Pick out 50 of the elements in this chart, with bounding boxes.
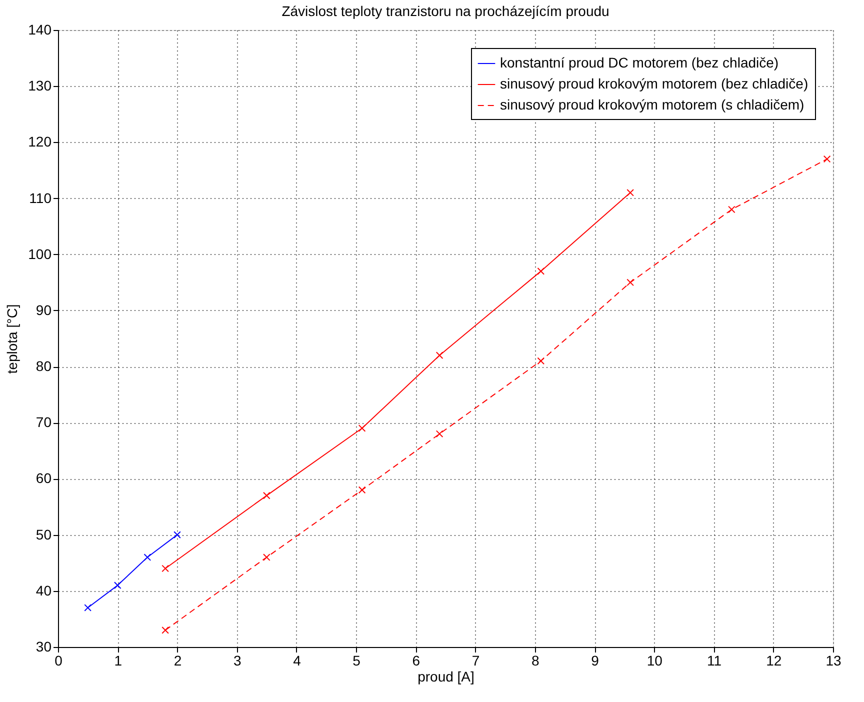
y-tick-label: 30 xyxy=(36,638,52,654)
x-tick-label: 5 xyxy=(352,652,361,668)
x-tick-label: 9 xyxy=(591,652,600,668)
y-tick-label: 110 xyxy=(29,190,52,206)
x-tick-label: 6 xyxy=(412,652,420,668)
point xyxy=(436,352,444,359)
y-tick-label: 60 xyxy=(36,470,52,486)
legend-label: sinusový proud krokovým motorem (s chladičem) xyxy=(500,96,804,112)
point xyxy=(728,206,736,214)
point xyxy=(262,554,270,561)
x-axis-title: proud [A] xyxy=(418,668,474,684)
point xyxy=(162,564,169,572)
y-tick-label: 90 xyxy=(36,302,52,318)
y-tick-label: 100 xyxy=(28,246,52,262)
legend-label: konstantní proud DC motorem (bez chladiče) xyxy=(500,54,779,70)
y-tick-label: 80 xyxy=(36,358,52,374)
point xyxy=(626,189,634,196)
x-tick-label: 7 xyxy=(472,652,480,668)
x-tick-label: 0 xyxy=(54,652,63,668)
y-tick-label: 40 xyxy=(36,582,52,598)
x-tick-label: 4 xyxy=(293,652,302,668)
x-tick-label: 10 xyxy=(646,652,663,668)
point xyxy=(358,486,366,494)
y-tick-label: 70 xyxy=(36,414,52,430)
y-tick-label: 120 xyxy=(28,134,52,150)
point xyxy=(358,424,366,432)
y-tick-label: 50 xyxy=(36,526,52,542)
point xyxy=(174,531,181,538)
x-tick-label: 3 xyxy=(233,652,242,668)
point xyxy=(537,268,545,275)
point xyxy=(144,554,152,561)
point xyxy=(84,604,92,612)
x-tick-label: 8 xyxy=(532,652,540,668)
point xyxy=(436,430,444,438)
x-tick-label: 13 xyxy=(826,652,842,668)
y-axis-title: teplota [°C] xyxy=(4,304,20,374)
point xyxy=(626,278,634,286)
x-tick-label: 1 xyxy=(114,652,122,668)
point xyxy=(114,582,122,589)
point xyxy=(262,492,270,500)
y-tick-label: 130 xyxy=(28,78,52,94)
point xyxy=(162,626,169,634)
legend-label: sinusový proud krokovým motorem (bez chladiče) xyxy=(500,76,808,92)
x-tick-label: 12 xyxy=(766,652,782,668)
chart-title: Závislost teploty tranzistoru na procházejícím proudu xyxy=(282,3,610,19)
x-tick-label: 11 xyxy=(706,652,722,668)
y-tick-label: 140 xyxy=(28,22,52,38)
point xyxy=(823,155,831,163)
point xyxy=(537,357,545,365)
x-tick-label: 2 xyxy=(174,652,182,668)
